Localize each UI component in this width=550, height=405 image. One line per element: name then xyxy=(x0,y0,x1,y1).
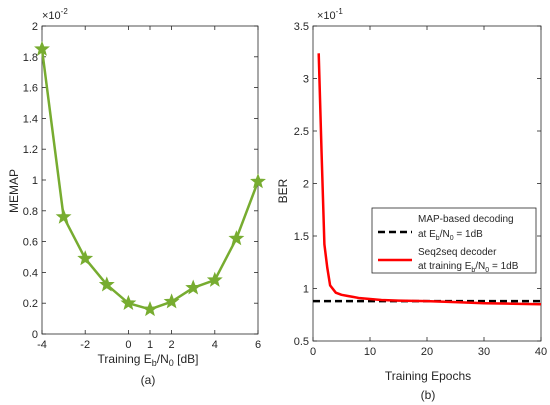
memap-data-point xyxy=(34,40,50,56)
memap-x-tick-label: 4 xyxy=(212,339,218,351)
ber-caption: (b) xyxy=(421,388,436,402)
ber-y-tick-label: 2 xyxy=(303,179,309,191)
memap-x-axis-label: Training Eb/N0 [dB] xyxy=(98,352,199,368)
memap-y-tick-label: 0 xyxy=(32,329,38,341)
memap-data-point xyxy=(55,208,72,224)
memap-x-tick-label: -2 xyxy=(80,339,90,351)
memap-data-point xyxy=(120,294,137,310)
memap-y-tick-label: 1.2 xyxy=(23,144,38,156)
ber-y-tick-label: 1.5 xyxy=(294,231,309,243)
ber-y-tick-label: 1 xyxy=(303,284,309,296)
memap-y-axis-label: MEMAP xyxy=(7,169,21,213)
ber-x-tick-label: 0 xyxy=(310,346,316,358)
memap-chart: 00.20.40.60.811.21.41.61.82-4 -2 0 1 2 4 6 ×10… xyxy=(7,7,266,387)
memap-data-point xyxy=(142,301,158,317)
ber-y-tick-label: 3.5 xyxy=(294,21,309,33)
memap-x-tick-label: 1 xyxy=(147,339,153,351)
memap-x-tick-label: 6 xyxy=(255,339,261,351)
memap-y-tick-label: 1 xyxy=(32,175,38,187)
ber-y-axis-label: BER xyxy=(276,178,290,203)
memap-y-tick-label: 0.8 xyxy=(23,206,38,218)
legend-map-label-2: at Eb/N0 = 1dB xyxy=(418,229,483,242)
legend-seq2seq-label-1: Seq2seq decoder xyxy=(418,247,497,258)
ber-chart: 0.511.522.533.50 10 20 30 40 ×10-1 BER Train… xyxy=(276,7,547,402)
memap-y-tick-label: 1.4 xyxy=(23,113,38,125)
legend-map-label-1: MAP-based decoding xyxy=(418,214,514,225)
memap-data-point xyxy=(77,250,94,266)
memap-y-tick-label: 1.8 xyxy=(23,52,38,64)
memap-data-point xyxy=(185,279,202,295)
memap-x-tick-label: 2 xyxy=(169,339,175,351)
memap-data-point xyxy=(98,276,115,292)
memap-data-point xyxy=(163,293,180,309)
legend-box xyxy=(371,207,537,274)
ber-series-line-1 xyxy=(317,53,542,306)
memap-y-tick-label: 0.4 xyxy=(23,267,38,279)
memap-y-tick-label: 1.6 xyxy=(23,83,38,95)
memap-x-tick-label: -4 xyxy=(37,339,47,351)
ber-x-axis-label: Training Epochs xyxy=(385,369,471,383)
memap-data-point xyxy=(206,271,223,287)
ber-y-tick-label: 0.5 xyxy=(294,336,309,348)
legend-seq2seq-label-2: at training Eb/N0 = 1dB xyxy=(418,261,519,274)
memap-y-tick-label: 2 xyxy=(32,21,38,33)
ber-x-tick-label: 10 xyxy=(364,346,376,358)
memap-y-tick-label: 0.6 xyxy=(23,237,38,249)
memap-x-tick-label: 0 xyxy=(125,339,131,351)
ber-x-tick-label: 30 xyxy=(478,346,490,358)
ber-plot-area: 0.5 1 1.5 2 2.5 3 3.5 0 10 20 30 40 xyxy=(294,21,547,358)
ber-y-tick-label: 2.5 xyxy=(294,126,309,138)
ber-x-tick-label: 20 xyxy=(421,346,433,358)
ber-legend: MAP-based decoding at Eb/N0 = 1dB Seq2se… xyxy=(371,207,537,274)
ber-x-tick-label: 40 xyxy=(535,346,547,358)
memap-plot-area: 0 0.2 0.4 0.6 0.8 1 1.2 1.4 1.6 1.8 2 -4 -2 0 1 2 4 6 xyxy=(23,21,266,351)
ber-y-tick-label: 3 xyxy=(303,74,309,86)
memap-data-point xyxy=(250,173,266,189)
memap-data-point xyxy=(228,230,245,246)
memap-y-tick-label: 0.2 xyxy=(23,298,38,310)
memap-caption: (a) xyxy=(141,373,156,387)
